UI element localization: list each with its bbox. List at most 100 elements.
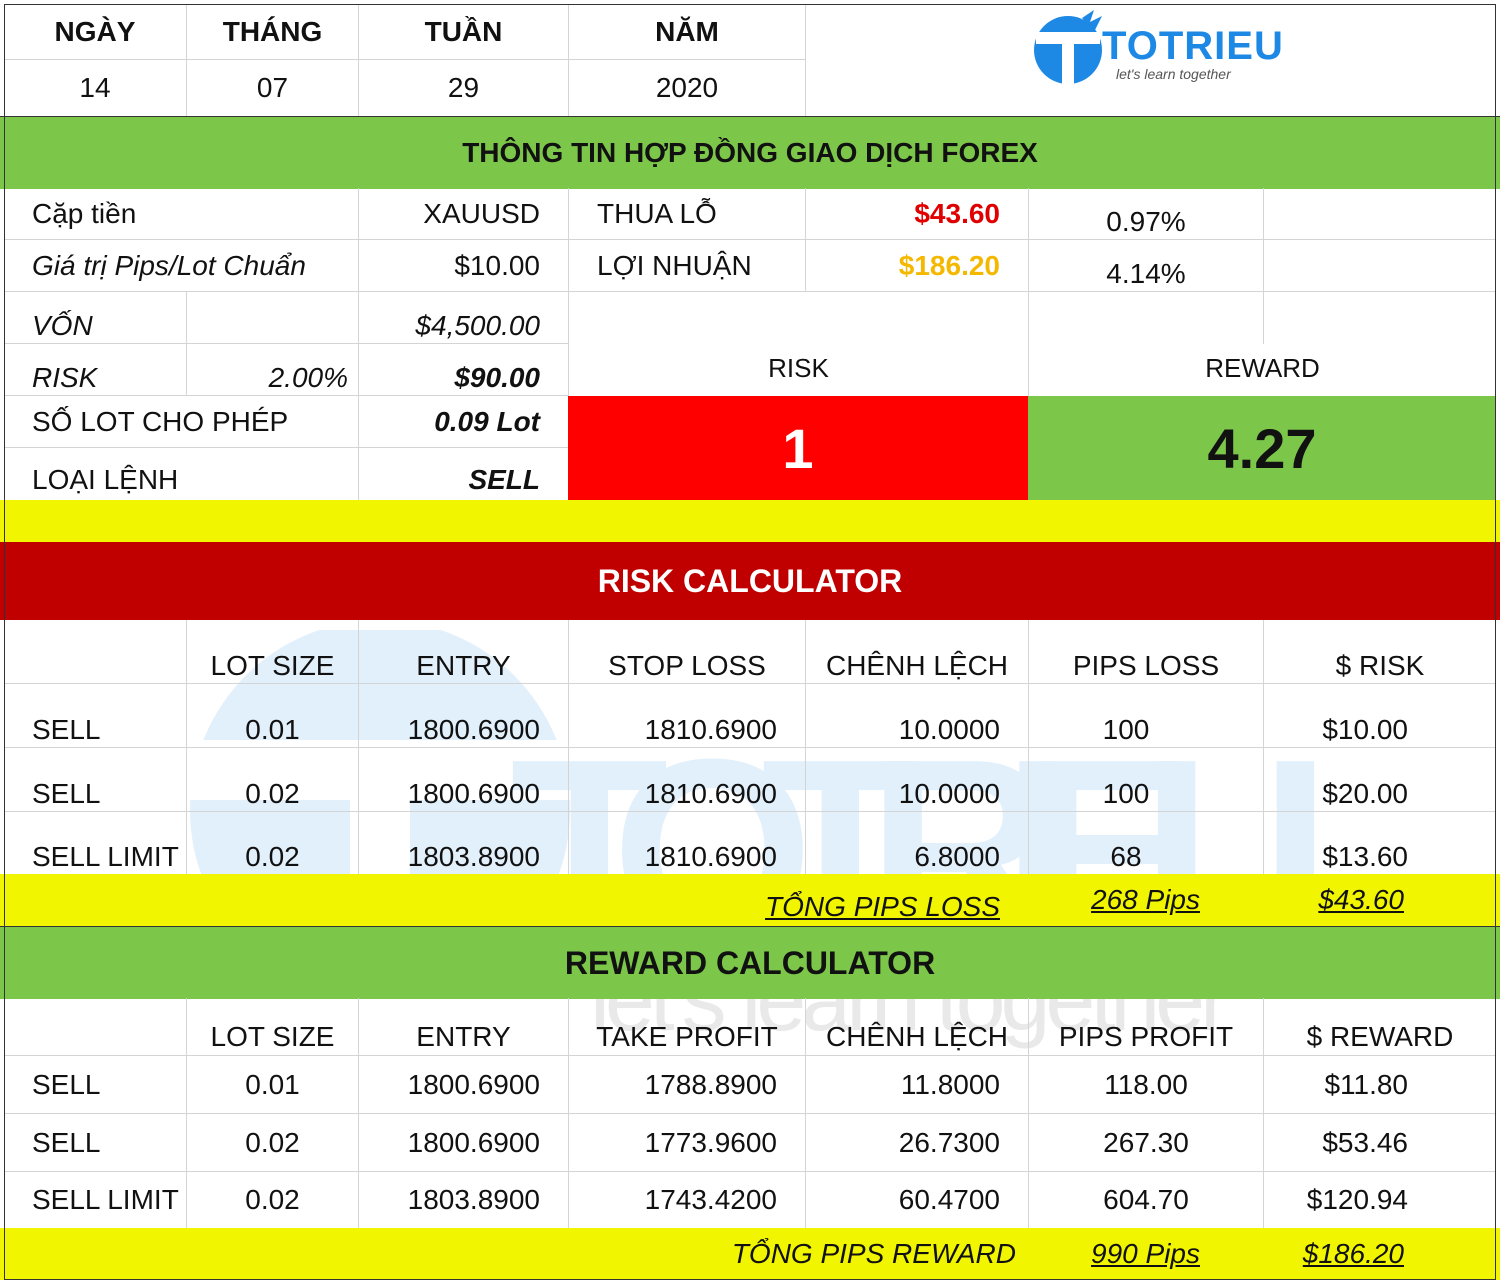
spacer-bar: [0, 500, 1500, 542]
lot-label: SỐ LOT CHO PHÉP: [4, 396, 358, 448]
risk-cell-entry: 1800.6900: [358, 684, 568, 748]
value-nam: 2020: [568, 60, 805, 116]
capital-label: VỐN: [4, 292, 186, 344]
contract-row-risk: RISK 2.00% $90.00 RISK REWARD: [0, 344, 1500, 396]
risk-header-type: [4, 620, 186, 684]
reward-cell-entry: 1803.8900: [358, 1172, 568, 1228]
profit-value: $186.20: [805, 240, 1028, 292]
risk-cell-amount: $10.00: [1263, 684, 1496, 748]
risk-cell-type: SELL: [4, 684, 186, 748]
date-header-values: 14 07 29 2020: [0, 60, 1500, 116]
logo-icon: [1034, 10, 1102, 84]
logo-name: TOTRIEU: [1102, 24, 1284, 68]
reward-header-type: [4, 998, 186, 1056]
contract-title: THÔNG TIN HỢP ĐỒNG GIAO DỊCH FOREX: [462, 137, 1038, 168]
risk-cell-lot: 0.02: [186, 748, 358, 812]
risk-total-row: TỔNG PIPS LOSS 268 Pips $43.60: [0, 874, 1500, 926]
table-row: SELL 0.02 1800.6900 1810.6900 10.0000 10…: [0, 748, 1500, 812]
reward-header-entry: ENTRY: [358, 998, 568, 1056]
risk-cell-diff: 10.0000: [805, 684, 1028, 748]
risk-cell-stoploss: 1810.6900: [568, 684, 805, 748]
reward-cell-amount: $53.46: [1263, 1114, 1496, 1172]
profit-pct: 4.14%: [1028, 240, 1263, 292]
ratio-risk-value: 1: [568, 396, 1028, 500]
reward-cell-takeprofit: 1788.8900: [568, 1056, 805, 1114]
reward-cell-pips: 267.30: [1028, 1114, 1263, 1172]
risk-total-amount: $43.60: [1318, 884, 1404, 915]
reward-header-amount: $ REWARD: [1263, 998, 1496, 1056]
reward-total-row: TỔNG PIPS REWARD 990 Pips $186.20: [0, 1228, 1500, 1280]
risk-pct: 2.00%: [186, 344, 358, 396]
reward-cell-pips: 604.70: [1028, 1172, 1263, 1228]
risk-cell-amount: $20.00: [1263, 748, 1496, 812]
risk-header-diff: CHÊNH LỆCH: [805, 620, 1028, 684]
pip-value: $10.00: [358, 240, 568, 292]
risk-cell-entry: 1803.8900: [358, 812, 568, 874]
risk-cell-type: SELL LIMIT: [32, 841, 179, 872]
order-value: SELL: [358, 448, 568, 500]
contract-row-order: LOẠI LỆNH SELL: [0, 448, 1500, 500]
label-nam: NĂM: [568, 4, 805, 60]
reward-header-lot: LOT SIZE: [186, 998, 358, 1056]
contract-row-lot: SỐ LOT CHO PHÉP 0.09 Lot: [0, 396, 1500, 448]
risk-cell-entry: 1800.6900: [358, 748, 568, 812]
risk-cell-pips: 68: [1028, 812, 1263, 874]
risk-cell-pips: 100: [1028, 684, 1263, 748]
risk-cell-lot: 0.02: [186, 812, 358, 874]
capital-value: $4,500.00: [358, 292, 568, 344]
reward-total-label: TỔNG PIPS REWARD: [731, 1238, 1016, 1269]
risk-header-amount: $ RISK: [1263, 620, 1496, 684]
reward-cell-amount: $11.80: [1263, 1056, 1496, 1114]
table-row: SELL LIMIT 0.02 1803.8900 1743.4200 60.4…: [0, 1172, 1500, 1228]
reward-total-amount: $186.20: [1302, 1238, 1404, 1269]
reward-cell-pips: 118.00: [1028, 1056, 1263, 1114]
reward-cell-entry: 1800.6900: [358, 1056, 568, 1114]
table-row: SELL 0.01 1800.6900 1788.8900 11.8000 11…: [0, 1056, 1500, 1114]
reward-calc-title-bar: REWARD CALCULATOR: [0, 926, 1500, 999]
pair-label: Cặp tiền: [4, 188, 358, 240]
logo-tagline: let's learn together: [1116, 66, 1231, 82]
reward-header-pips: PIPS PROFIT: [1028, 998, 1263, 1056]
risk-cell-pips: 100: [1028, 748, 1263, 812]
reward-cell-type: SELL: [4, 1056, 186, 1114]
profit-label: LỢI NHUẬN: [568, 240, 805, 292]
order-label: LOẠI LỆNH: [32, 464, 179, 495]
risk-calc-title-bar: RISK CALCULATOR: [0, 542, 1500, 620]
risk-header-stoploss: STOP LOSS: [568, 620, 805, 684]
date-header-labels: NGÀY THÁNG TUẦN NĂM: [0, 4, 1500, 60]
label-tuan: TUẦN: [358, 4, 568, 60]
reward-cell-diff: 60.4700: [805, 1172, 1028, 1228]
reward-cell-diff: 26.7300: [805, 1114, 1028, 1172]
loss-pct: 0.97%: [1028, 188, 1263, 240]
value-tuan: 29: [358, 60, 568, 116]
reward-header-diff: CHÊNH LỆCH: [805, 998, 1028, 1056]
reward-header-row: LOT SIZE ENTRY TAKE PROFIT CHÊNH LỆCH PI…: [0, 998, 1500, 1056]
risk-calc-title: RISK CALCULATOR: [597, 562, 903, 599]
reward-cell-takeprofit: 1773.9600: [568, 1114, 805, 1172]
contract-row-pair: Cặp tiền XAUUSD THUA LỖ $43.60 0.97%: [0, 188, 1500, 240]
loss-value: $43.60: [805, 188, 1028, 240]
value-ngay: 14: [79, 72, 111, 103]
risk-cell-diff: 6.8000: [805, 812, 1028, 874]
risk-header-row: LOT SIZE ENTRY STOP LOSS CHÊNH LỆCH PIPS…: [0, 620, 1500, 684]
contract-title-bar: THÔNG TIN HỢP ĐỒNG GIAO DỊCH FOREX: [0, 116, 1500, 189]
reward-cell-type: SELL LIMIT: [32, 1184, 179, 1215]
risk-cell-lot: 0.01: [186, 684, 358, 748]
reward-calc-title: REWARD CALCULATOR: [564, 944, 936, 981]
reward-cell-takeprofit: 1743.4200: [568, 1172, 805, 1228]
risk-header-lot: LOT SIZE: [186, 620, 358, 684]
risk-cell-diff: 10.0000: [805, 748, 1028, 812]
ratio-risk-label: RISK: [568, 344, 1028, 396]
contract-row-capital: VỐN $4,500.00: [0, 292, 1500, 344]
logo: TOTRIEU let's learn together: [1030, 10, 1283, 90]
table-row: SELL 0.02 1800.6900 1773.9600 26.7300 26…: [0, 1114, 1500, 1172]
reward-cell-amount: $120.94: [1263, 1172, 1496, 1228]
risk-cell-stoploss: 1810.6900: [568, 748, 805, 812]
label-ngay: NGÀY: [4, 4, 186, 60]
reward-cell-entry: 1800.6900: [358, 1114, 568, 1172]
reward-cell-type: SELL: [4, 1114, 186, 1172]
ratio-reward-label: REWARD: [1028, 344, 1496, 396]
risk-cell-stoploss: 1810.6900: [568, 812, 805, 874]
risk-total-label: TỔNG PIPS LOSS: [765, 891, 1000, 922]
